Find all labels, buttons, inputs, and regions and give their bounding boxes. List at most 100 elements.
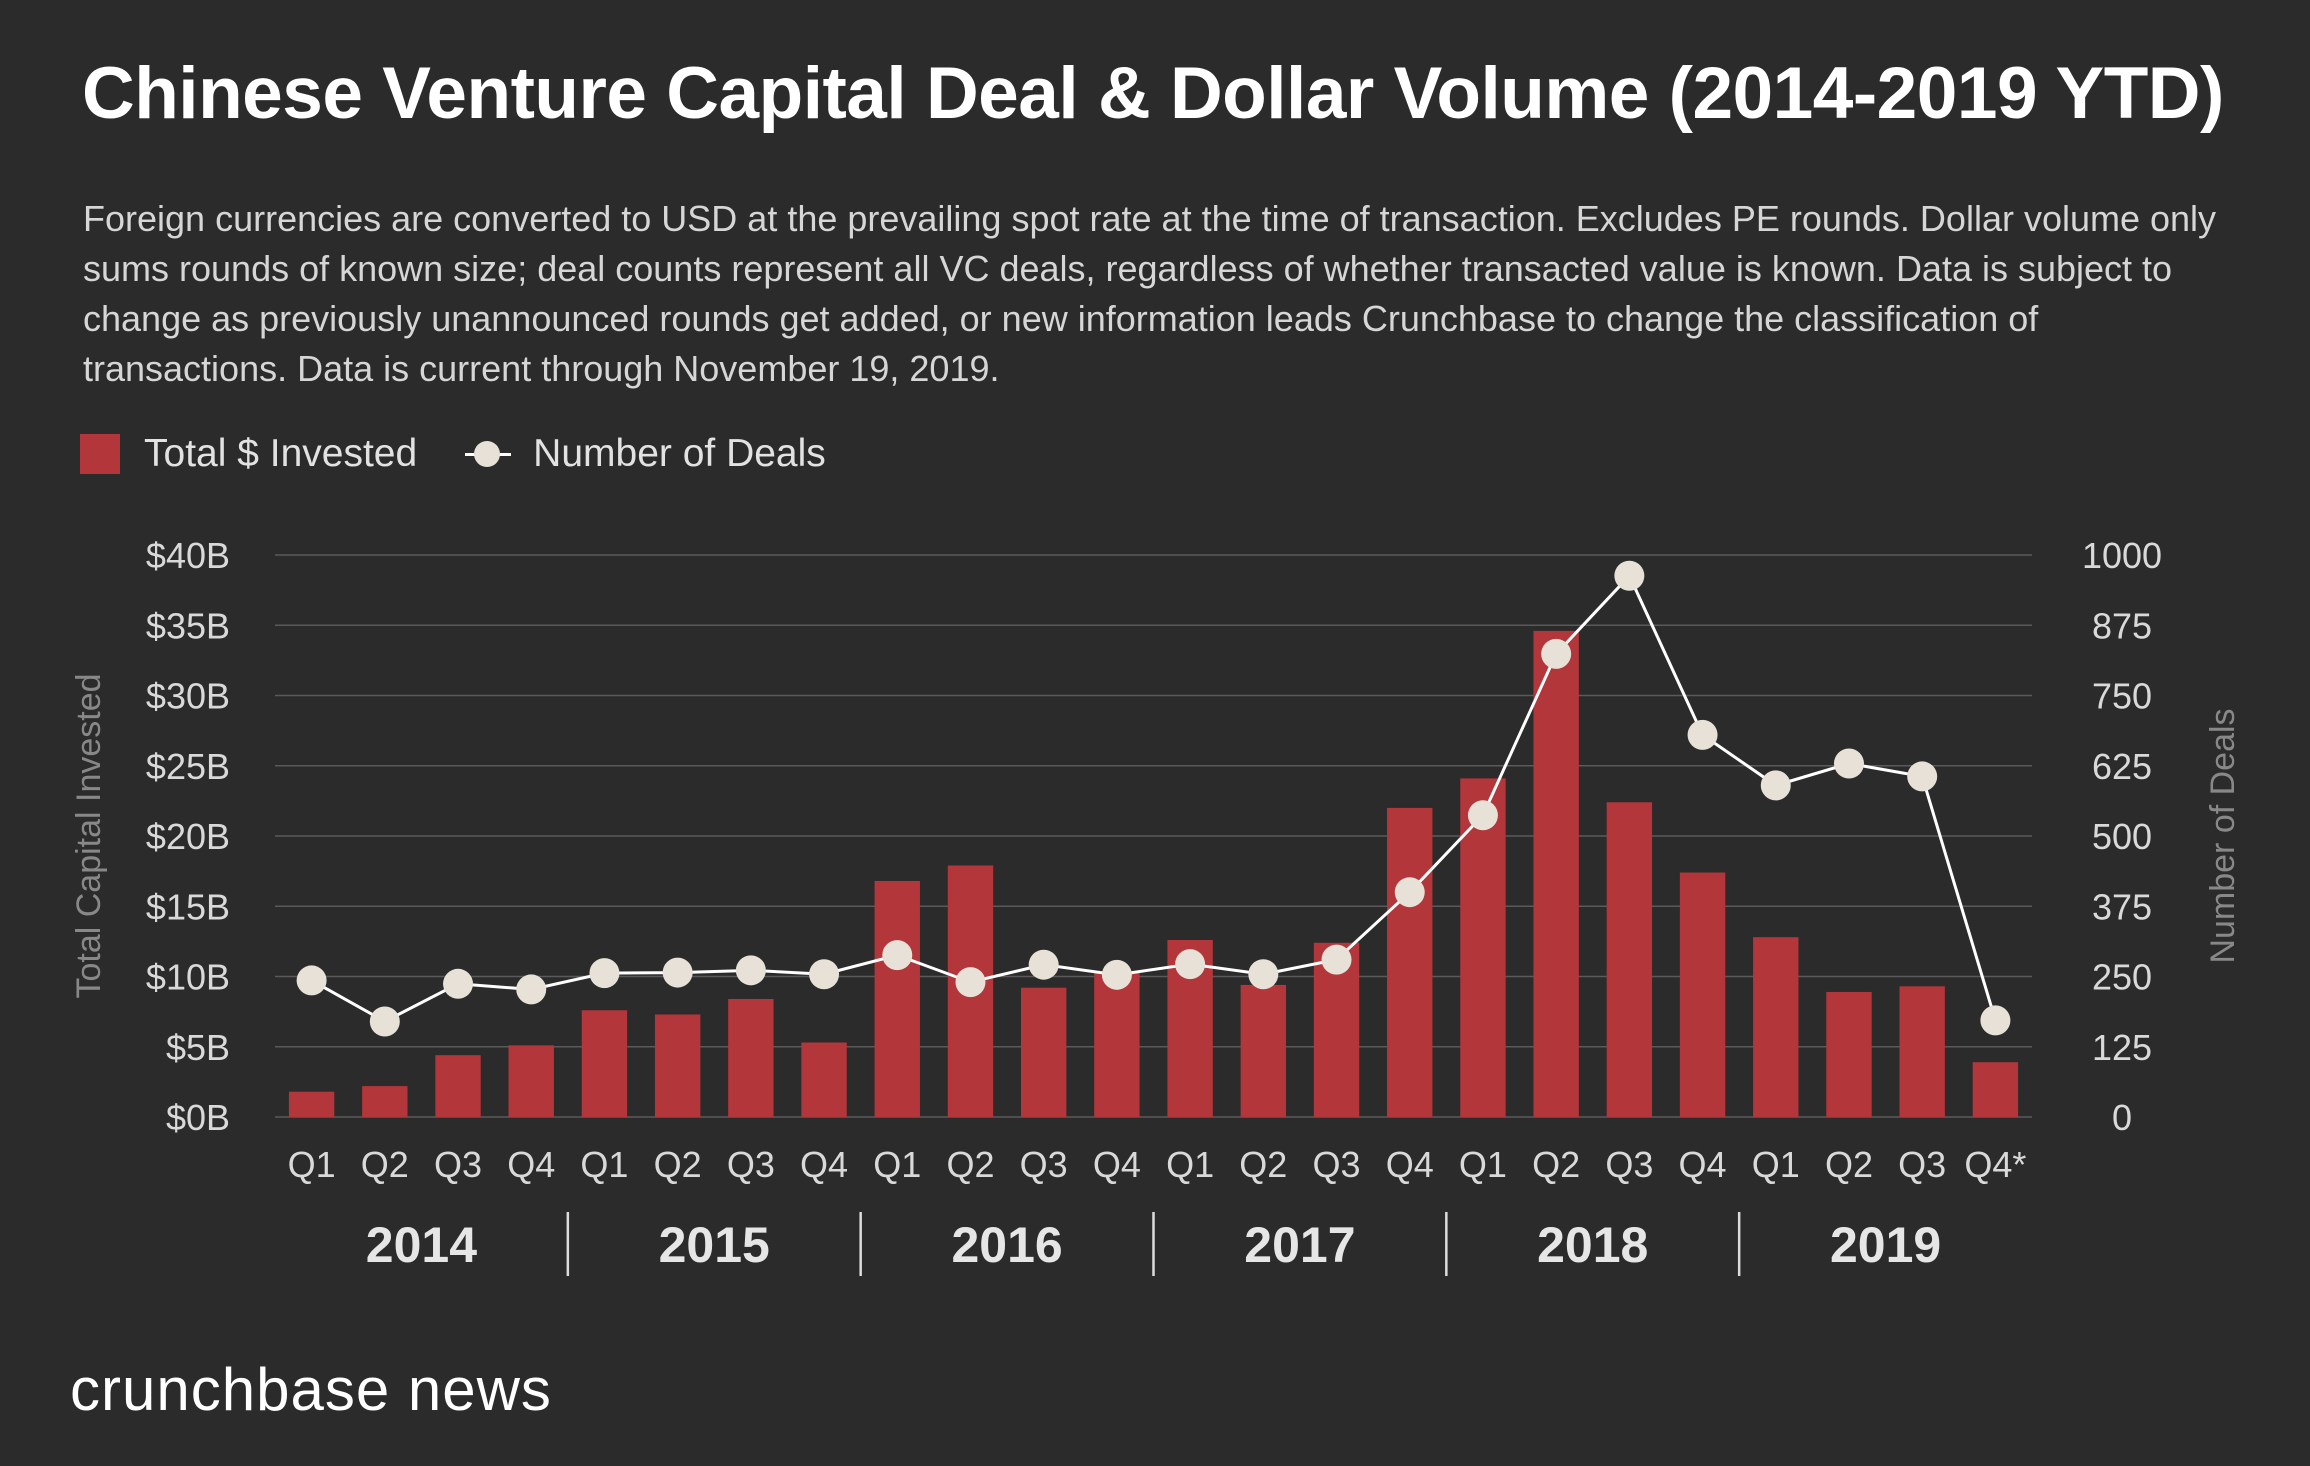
bar [1020, 987, 1067, 1117]
x-tick-label: Q3 [1898, 1144, 1946, 1185]
y2-tick-label: 250 [2092, 957, 2152, 998]
bar [654, 1014, 701, 1117]
deals-line [310, 573, 1997, 1024]
bar [1094, 972, 1140, 1117]
bar [435, 1055, 481, 1117]
brand-logo: crunchbase news [70, 1356, 552, 1423]
deals-point [662, 957, 693, 988]
legend: Total $ Invested Number of Deals [80, 426, 874, 482]
y-tick-label: $20B [146, 816, 230, 857]
bar [728, 998, 774, 1117]
x-tick-label: Q1 [873, 1144, 921, 1185]
y2-tick-label: 875 [2092, 605, 2152, 646]
bar [581, 1010, 628, 1117]
deals-point [1980, 1005, 2011, 1036]
y-tick-label: $40B [146, 535, 230, 576]
deals-point [1248, 959, 1279, 990]
legend-item-deals: Number of Deals [465, 432, 826, 476]
chart-subtitle: Foreign currencies are converted to USD … [83, 198, 2217, 389]
bar [1826, 991, 1872, 1117]
x-tick-label: Q4 [507, 1144, 555, 1185]
bar [801, 1042, 847, 1117]
x-tick-label: Q1 [288, 1144, 336, 1185]
y2-tick-label: 0 [2112, 1097, 2132, 1138]
bar [288, 1091, 335, 1117]
y-tick-label: $15B [146, 886, 230, 927]
bar [508, 1045, 554, 1117]
x-tick-label: Q1 [1166, 1144, 1214, 1185]
chart-title: Chinese Venture Capital Deal & Dollar Vo… [82, 53, 2224, 134]
x-tick-label: Q4 [800, 1144, 848, 1185]
bar [1679, 872, 1726, 1117]
deals-point [296, 965, 327, 996]
deals-point [1321, 944, 1352, 975]
y2-tick-label: 750 [2092, 676, 2152, 717]
bar-swatch-icon [80, 434, 120, 474]
bar [362, 1086, 408, 1117]
y-tick-label: $5B [166, 1027, 230, 1068]
x-tick-label: Q4 [1386, 1144, 1434, 1185]
deals-point [1394, 877, 1425, 908]
year-group-label: 2016 [951, 1217, 1062, 1273]
x-tick-label: Q4* [1964, 1144, 2026, 1185]
deals-point [1614, 560, 1645, 591]
deals-point [516, 974, 547, 1005]
line-marker-icon [465, 434, 512, 474]
year-group-label: 2015 [659, 1217, 770, 1273]
deals-point [809, 959, 840, 990]
x-tick-label: Q4 [1093, 1144, 1141, 1185]
y2-tick-label: 625 [2092, 746, 2152, 787]
y2-tick-label: 1000 [2082, 535, 2162, 576]
bar [1899, 986, 1945, 1117]
deals-point [1028, 949, 1059, 980]
year-group-label: 2014 [366, 1217, 477, 1273]
y2-axis-title: Number of Deals [2204, 708, 2242, 963]
deals-point [1907, 761, 1938, 792]
deals-point [1467, 800, 1498, 831]
y2-tick-label: 500 [2092, 816, 2152, 857]
x-tick-label: Q2 [361, 1144, 409, 1185]
y2-tick-label: 375 [2092, 886, 2152, 927]
y-axis-title: Total Capital Invested [70, 673, 108, 998]
bar [874, 880, 920, 1117]
deals-point [443, 968, 474, 999]
deals-point [1687, 719, 1718, 750]
x-tick-label: Q1 [580, 1144, 628, 1185]
deals-point [369, 1006, 400, 1037]
year-group-label: 2018 [1537, 1217, 1648, 1273]
x-tick-label: Q3 [434, 1144, 482, 1185]
y-tick-label: $35B [146, 605, 230, 646]
y2-tick-label: 125 [2092, 1027, 2152, 1068]
y-tick-label: $30B [146, 676, 230, 717]
x-tick-label: Q4 [1679, 1144, 1727, 1185]
x-tick-label: Q1 [1459, 1144, 1507, 1185]
x-tick-label: Q2 [1239, 1144, 1287, 1185]
x-tick-label: Q2 [1825, 1144, 1873, 1185]
deals-point [882, 940, 913, 971]
y-tick-label: $0B [166, 1097, 230, 1138]
deals-point [1760, 770, 1791, 801]
x-tick-label: Q2 [654, 1144, 702, 1185]
deals-point [735, 955, 766, 986]
x-tick-label: Q3 [1605, 1144, 1653, 1185]
year-group-label: 2017 [1244, 1217, 1355, 1273]
x-tick-label: Q2 [946, 1144, 994, 1185]
bar [1460, 778, 1506, 1117]
deals-point [1101, 959, 1132, 990]
x-tick-label: Q2 [1532, 1144, 1580, 1185]
deals-point [589, 958, 620, 989]
bar [1240, 984, 1287, 1117]
year-group-label: 2019 [1830, 1217, 1941, 1273]
x-tick-label: Q3 [1313, 1144, 1361, 1185]
deals-point [1175, 949, 1206, 980]
y-tick-label: $25B [146, 746, 230, 787]
x-tick-label: Q1 [1752, 1144, 1800, 1185]
deals-point [955, 967, 986, 998]
x-tick-label: Q3 [727, 1144, 775, 1185]
legend-label-deals: Number of Deals [533, 432, 826, 475]
x-tick-label: Q3 [1020, 1144, 1068, 1185]
bar [1972, 1062, 2019, 1117]
bar [1753, 937, 1799, 1117]
deals-point [1833, 748, 1864, 779]
